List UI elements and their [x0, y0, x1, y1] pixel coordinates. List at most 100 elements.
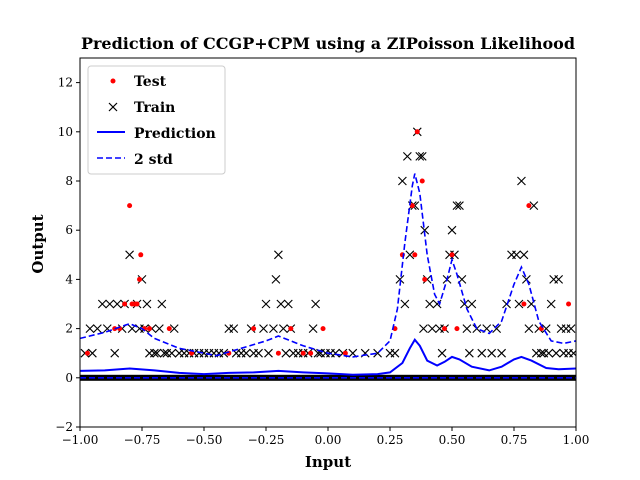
- train-point: [150, 348, 159, 358]
- x-tick-label: 0.25: [377, 433, 404, 447]
- test-point: [166, 326, 172, 332]
- train-point: [566, 324, 576, 333]
- train-point: [541, 324, 551, 333]
- test-point: [134, 301, 140, 307]
- train-point: [455, 201, 464, 210]
- x-tick-label: 0.75: [501, 433, 528, 447]
- x-tick-label: 1.00: [563, 433, 590, 447]
- train-point: [229, 324, 239, 333]
- train-point: [142, 299, 152, 309]
- train-point: [544, 348, 554, 358]
- legend-train-label: Train: [134, 100, 175, 116]
- chart-title: Prediction of CCGP+CPM using a ZIPoisson…: [81, 34, 575, 53]
- train-point: [159, 348, 169, 358]
- y-tick-label: −2: [55, 420, 73, 434]
- test-point: [275, 350, 281, 356]
- train-point: [283, 299, 293, 309]
- x-tick-label: −0.25: [248, 433, 285, 447]
- train-point: [278, 324, 288, 333]
- train-point: [110, 348, 120, 358]
- train-point: [269, 324, 278, 333]
- train-point: [167, 348, 177, 358]
- test-point: [419, 178, 425, 184]
- test-point: [526, 203, 532, 209]
- test-point: [320, 326, 326, 332]
- train-point: [152, 348, 162, 358]
- train-point: [125, 250, 134, 260]
- legend-box: [87, 65, 226, 175]
- train-point: [311, 299, 320, 309]
- train-point: [254, 348, 263, 358]
- train-point: [402, 152, 412, 161]
- y-tick-label: 6: [65, 223, 73, 237]
- train-point: [88, 348, 97, 358]
- train-point: [417, 152, 427, 161]
- train-point: [492, 324, 502, 333]
- legend-prediction-label: Prediction: [134, 126, 216, 142]
- x-tick-label: −0.75: [124, 433, 161, 447]
- train-point: [331, 348, 340, 358]
- train-point: [519, 250, 529, 260]
- prediction-line: [80, 337, 576, 376]
- test-point: [566, 301, 572, 307]
- train-point: [551, 348, 561, 358]
- test-point: [146, 326, 152, 332]
- train-point: [261, 299, 271, 309]
- test-point: [122, 301, 128, 307]
- train-point: [97, 299, 107, 309]
- test-point: [189, 350, 195, 356]
- test-point: [454, 326, 460, 332]
- train-point: [497, 348, 506, 358]
- train-point: [92, 324, 102, 333]
- train-point: [264, 348, 273, 358]
- test-point: [342, 350, 348, 356]
- test-point: [449, 252, 455, 258]
- legend-train-marker: [108, 102, 118, 112]
- train-point: [512, 250, 521, 260]
- train-point: [522, 275, 531, 284]
- x-tick-label: −1.00: [62, 433, 99, 447]
- train-point: [157, 299, 167, 309]
- y-axis-label: Output: [29, 214, 47, 273]
- train-point: [425, 299, 435, 309]
- legend-2std-label: 2 std: [134, 152, 173, 168]
- train-point: [452, 201, 462, 210]
- y-tick-label: 10: [58, 125, 73, 139]
- test-point: [521, 301, 527, 307]
- train-point: [524, 324, 534, 333]
- train-point: [477, 348, 487, 358]
- test-point: [422, 276, 428, 282]
- y-tick-label: 0: [65, 371, 73, 385]
- train-point: [241, 348, 251, 358]
- y-tick-label: 2: [65, 322, 73, 336]
- test-point: [412, 252, 418, 258]
- train-point: [536, 348, 546, 358]
- test-point: [414, 129, 420, 135]
- y-tick-label: 4: [65, 272, 73, 286]
- legend-test-marker: [110, 78, 116, 84]
- train-point: [169, 324, 179, 333]
- train-point: [105, 299, 115, 309]
- train-point: [85, 324, 95, 333]
- train-point: [460, 299, 469, 309]
- train-point: [464, 348, 474, 358]
- test-point: [409, 203, 415, 209]
- train-point: [569, 348, 576, 358]
- test-point: [137, 276, 143, 282]
- legend: Test Train Prediction 2 std: [87, 65, 226, 175]
- train-point: [405, 250, 415, 260]
- train-point: [281, 348, 291, 358]
- train-point: [276, 299, 286, 309]
- x-tick-label: 0.00: [315, 433, 342, 447]
- train-point: [415, 152, 425, 161]
- test-point: [138, 252, 144, 258]
- test-point: [300, 350, 306, 356]
- train-point: [529, 201, 539, 210]
- train-point: [487, 348, 497, 358]
- train-point: [259, 324, 268, 333]
- train-point: [514, 299, 524, 309]
- train-point: [112, 299, 122, 309]
- y-tick-label: 12: [58, 76, 73, 90]
- train-point: [154, 324, 164, 333]
